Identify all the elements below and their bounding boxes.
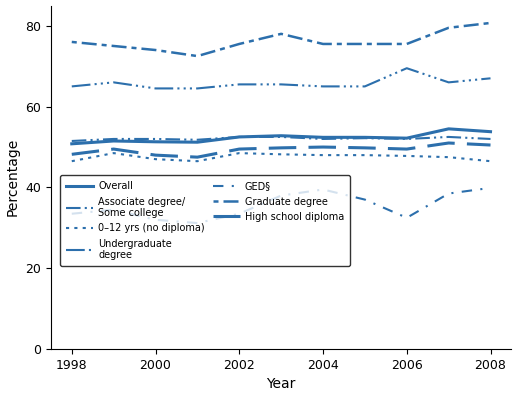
Legend: Overall, Associate degree/
Some college, 0–12 yrs (no diploma), Undergraduate
de: Overall, Associate degree/ Some college,… [60, 175, 350, 266]
X-axis label: Year: Year [266, 378, 296, 391]
Y-axis label: Percentage: Percentage [6, 138, 20, 216]
